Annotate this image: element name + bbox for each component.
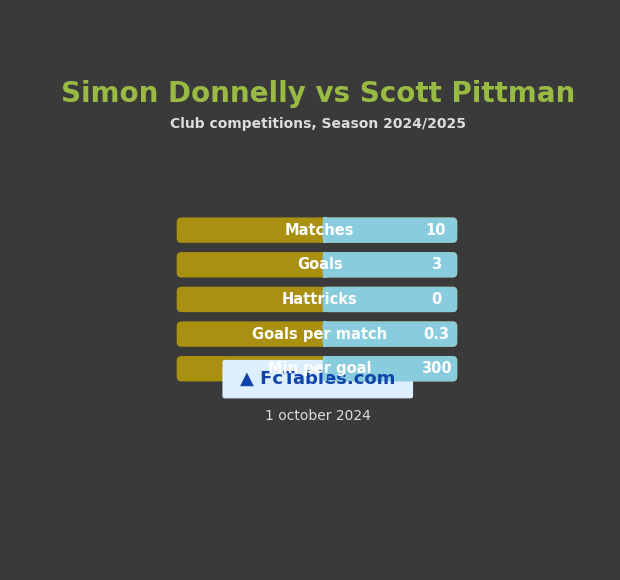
FancyBboxPatch shape: [177, 218, 458, 243]
FancyBboxPatch shape: [177, 252, 458, 277]
Text: Goals: Goals: [297, 258, 343, 272]
FancyBboxPatch shape: [322, 287, 458, 312]
FancyBboxPatch shape: [322, 252, 458, 277]
Polygon shape: [322, 218, 327, 243]
Text: Club competitions, Season 2024/2025: Club competitions, Season 2024/2025: [170, 117, 466, 130]
Polygon shape: [322, 252, 327, 277]
Text: 1 october 2024: 1 october 2024: [265, 409, 371, 423]
Text: 3: 3: [431, 258, 441, 272]
FancyBboxPatch shape: [177, 321, 458, 347]
FancyBboxPatch shape: [177, 356, 458, 382]
Text: Matches: Matches: [285, 223, 355, 238]
Text: 300: 300: [420, 361, 451, 376]
Text: 0.3: 0.3: [423, 327, 449, 342]
Polygon shape: [322, 287, 327, 312]
Text: Goals per match: Goals per match: [252, 327, 388, 342]
FancyBboxPatch shape: [322, 321, 458, 347]
Text: Hattricks: Hattricks: [282, 292, 358, 307]
FancyBboxPatch shape: [177, 287, 458, 312]
Text: 10: 10: [426, 223, 446, 238]
Polygon shape: [322, 321, 327, 347]
Text: Simon Donnelly vs Scott Pittman: Simon Donnelly vs Scott Pittman: [61, 80, 575, 108]
FancyBboxPatch shape: [322, 356, 458, 382]
Polygon shape: [322, 356, 327, 382]
Text: Min per goal: Min per goal: [268, 361, 371, 376]
Text: 0: 0: [431, 292, 441, 307]
FancyBboxPatch shape: [223, 360, 413, 398]
Text: ▲ FcTables.com: ▲ FcTables.com: [240, 370, 396, 388]
FancyBboxPatch shape: [322, 218, 458, 243]
